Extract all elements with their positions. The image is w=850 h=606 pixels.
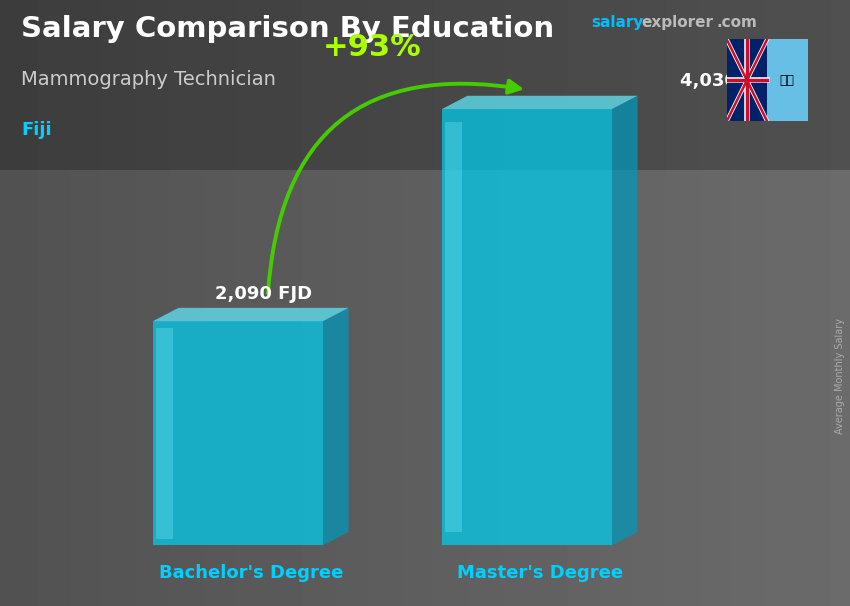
Polygon shape <box>156 328 173 539</box>
Text: salary: salary <box>591 15 643 30</box>
Polygon shape <box>323 308 348 545</box>
Text: .com: .com <box>717 15 757 30</box>
Text: 🇫🇯: 🇫🇯 <box>779 74 795 87</box>
Text: Master's Degree: Master's Degree <box>456 564 623 582</box>
Text: Bachelor's Degree: Bachelor's Degree <box>159 564 343 582</box>
Polygon shape <box>442 96 638 109</box>
Text: Salary Comparison By Education: Salary Comparison By Education <box>21 15 554 43</box>
Polygon shape <box>153 308 348 321</box>
Text: +93%: +93% <box>322 33 422 62</box>
Text: 2,090 FJD: 2,090 FJD <box>215 285 312 303</box>
Text: Mammography Technician: Mammography Technician <box>21 70 276 88</box>
Bar <box>767 39 808 121</box>
Bar <box>0 0 850 170</box>
Polygon shape <box>445 122 462 532</box>
Text: 4,030 FJD: 4,030 FJD <box>680 72 777 90</box>
Bar <box>727 39 767 121</box>
Polygon shape <box>442 109 612 545</box>
Polygon shape <box>612 96 638 545</box>
Text: Fiji: Fiji <box>21 121 52 139</box>
Text: Average Monthly Salary: Average Monthly Salary <box>835 318 845 434</box>
Polygon shape <box>153 321 323 545</box>
Text: explorer: explorer <box>642 15 714 30</box>
